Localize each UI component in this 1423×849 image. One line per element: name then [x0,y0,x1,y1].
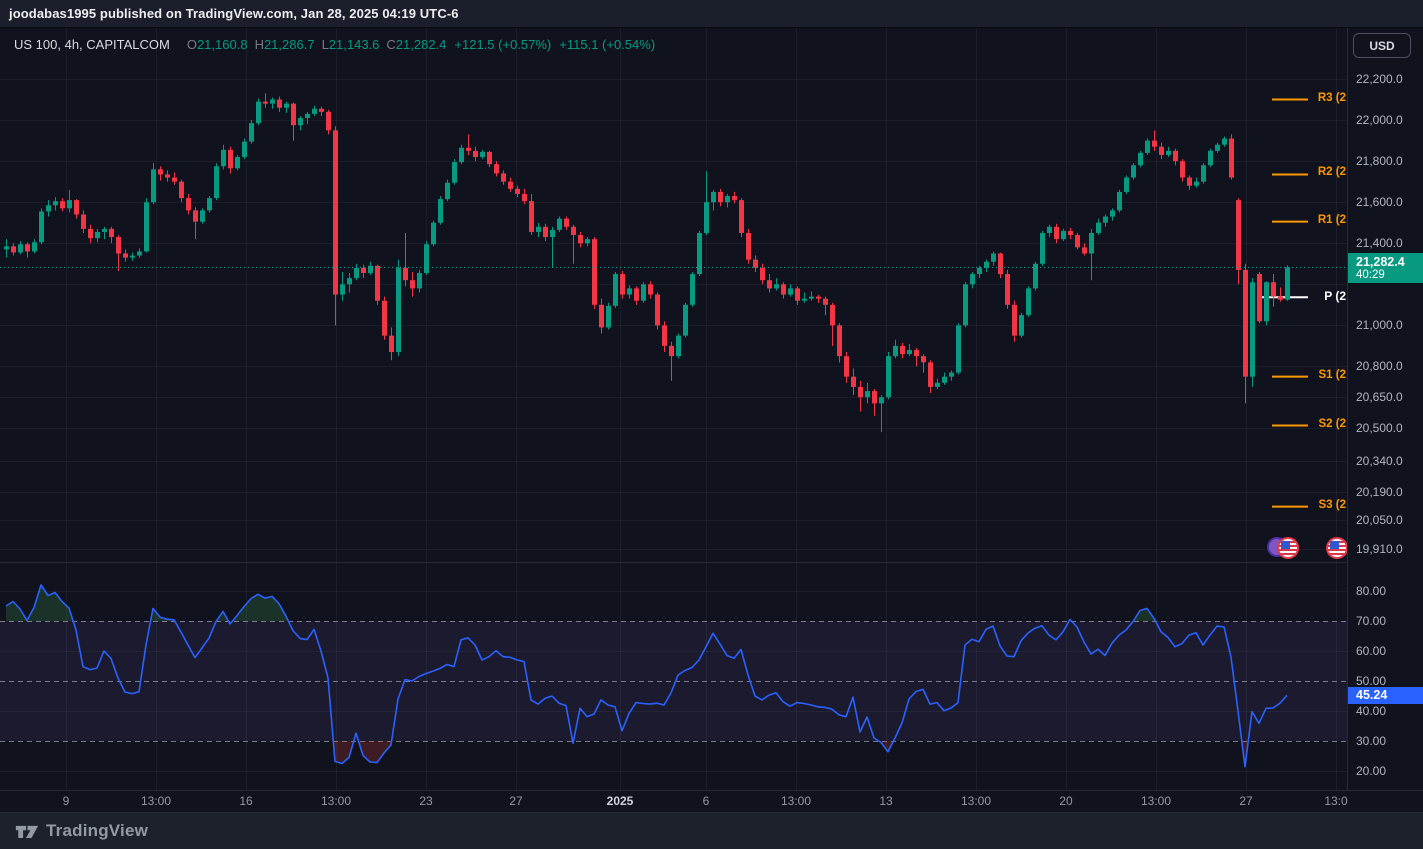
high-label: H [254,37,264,52]
time-tick: 23 [419,794,433,808]
price-tick: 20,500.0 [1356,421,1403,435]
time-tick: 20 [1059,794,1073,808]
tradingview-logo-icon[interactable] [14,822,40,841]
pivot-label-p: P (2 [1324,289,1346,304]
low-label: L [321,37,329,52]
time-tick: 13:00 [960,794,992,808]
footer-bar: TradingView [0,812,1423,849]
price-axis[interactable]: USD 22,200.0 22,000.0 21,800.0 21,600.0 21,4… [1347,28,1423,790]
time-axis[interactable]: 9 13:00 16 13:00 23 27 2025 6 13:00 13 13:00 20 13:0… [0,790,1423,812]
price-tick: 22,200.0 [1356,72,1403,86]
rsi-tick: 40.00 [1356,704,1387,718]
price-tick: 21,800.0 [1356,154,1403,169]
pivot-label-s1: S1 (2 [1318,368,1347,381]
time-tick: 27 [1239,794,1253,808]
price-tick: 21,000.0 [1356,318,1403,333]
pivot-label-r1: R1 (2 [1317,213,1346,226]
rsi-band [0,621,1347,741]
close-label: C [386,37,396,52]
time-tick: 2025 [606,794,634,808]
rsi-tick: 70.00 [1356,614,1387,628]
price-tick: 22,000.0 [1356,113,1403,128]
time-tick: 13:00 [140,794,172,808]
close-value: 21,282.4 [395,37,447,52]
price-tick: 19,910.0 [1356,542,1403,557]
price-tick: 20,050.0 [1356,513,1403,528]
attribution-bar: joodabas1995 published on TradingView.co… [0,0,1423,28]
change-value: +121.5 (+0.57%) [454,37,552,52]
time-tick: 13:00 [780,794,812,808]
attribution-text: joodabas1995 published on TradingView.co… [9,6,459,21]
price-tick: 21,600.0 [1356,195,1403,210]
time-tick: 6 [702,794,710,808]
time-tick: 13 [879,794,893,808]
time-tick: 9 [62,794,70,808]
time-tick: 13:00 [1140,794,1172,808]
time-tick: 13:00 [320,794,352,808]
rsi-tick: 50.00 [1356,674,1387,688]
open-value: 21,160.8 [196,37,248,52]
pivot-label-s2: S2 (2 [1318,417,1347,430]
candles [4,93,1290,433]
chart-canvas[interactable]: US 100, 4h, CAPITALCOM O21,160.8 H21,286.7… [0,28,1347,790]
price-tick: 20,800.0 [1356,359,1403,374]
rsi-tick: 60.00 [1356,644,1387,658]
pivot-label-r3: R3 (2 [1317,91,1346,104]
bar-countdown: 40:29 [1356,269,1385,282]
low-value: 21,143.6 [328,37,380,52]
us-flag-event-icon[interactable] [1267,537,1299,559]
price-tick: 20,650.0 [1356,390,1403,405]
last-price-badge: 21,282.4 40:29 [1348,253,1423,284]
us-flag-icon [1277,537,1299,559]
price-tick: 20,190.0 [1356,484,1403,499]
brand-text[interactable]: TradingView [46,821,149,840]
high-value: 21,286.7 [263,37,315,52]
pivot-lines [1262,98,1308,508]
price-tick: 20,340.0 [1356,453,1403,468]
time-tick: 16 [239,794,253,808]
time-tick: 27 [509,794,523,808]
price-tick: 21,400.0 [1356,236,1403,251]
symbol-title[interactable]: US 100, 4h, CAPITALCOM [14,37,170,52]
rsi-value-badge: 45.24 [1348,687,1423,705]
extended-change-value: +115.1 (+0.54%) [559,37,656,52]
open-label: O [186,37,197,52]
symbol-legend[interactable]: US 100, 4h, CAPITALCOM O21,160.8 H21,286.7… [14,37,655,52]
rsi-line [5,584,1288,768]
rsi-tick: 30.00 [1356,734,1387,748]
time-tick: 13:0 [1324,794,1348,808]
pivot-label-r2: R2 (2 [1317,166,1346,179]
currency-toggle-button[interactable]: USD [1353,33,1411,58]
last-price-value: 21,282.4 [1356,255,1405,270]
chart-plot[interactable] [0,28,1347,790]
us-flag-icon [1326,537,1347,559]
rsi-tick: 80.00 [1356,584,1387,598]
rsi-tick: 20.00 [1356,764,1387,778]
pivot-label-s3: S3 (2 [1318,498,1347,511]
us-flag-event-icon[interactable] [1326,537,1347,559]
